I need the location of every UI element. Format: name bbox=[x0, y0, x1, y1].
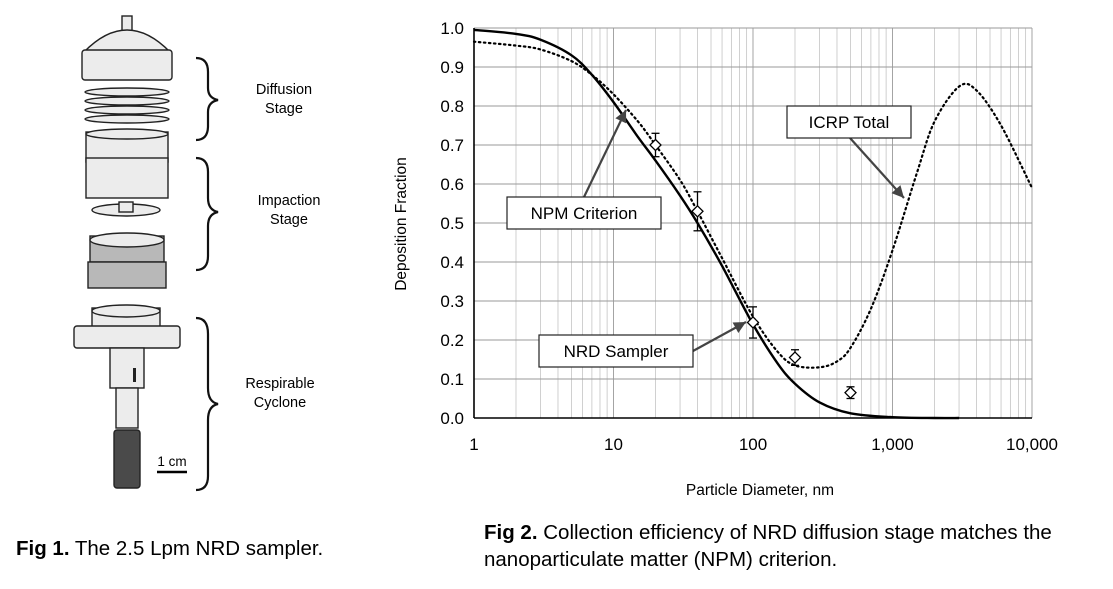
y-tick-label: 1.0 bbox=[440, 19, 464, 38]
data-point-diamond bbox=[649, 138, 662, 152]
chart-markers bbox=[649, 132, 857, 400]
data-point-diamond bbox=[844, 386, 857, 400]
callout-label: NPM Criterion bbox=[531, 204, 638, 223]
data-point-diamond bbox=[691, 204, 704, 218]
callout-arrowhead bbox=[615, 110, 627, 124]
diffusion-screens bbox=[84, 87, 170, 124]
impaction-housing bbox=[85, 157, 169, 199]
impaction-label-1: Impaction bbox=[258, 193, 321, 209]
scale-label: 1 cm bbox=[157, 454, 186, 469]
x-tick-label: 1,000 bbox=[871, 435, 914, 454]
cyclone-label-2: Cyclone bbox=[254, 395, 306, 411]
y-tick-label: 0.5 bbox=[440, 214, 464, 233]
y-tick-label: 0.2 bbox=[440, 331, 464, 350]
y-tick-label: 0.0 bbox=[440, 409, 464, 428]
impaction-brace bbox=[195, 156, 219, 272]
fig1-caption-text: The 2.5 Lpm NRD sampler. bbox=[69, 537, 324, 560]
callout-arrow bbox=[849, 137, 905, 199]
diffusion-cap bbox=[81, 15, 173, 81]
diffusion-label-1: Diffusion bbox=[256, 82, 312, 98]
series-line-icrp-total bbox=[472, 40, 1034, 369]
y-tick-label: 0.7 bbox=[440, 136, 464, 155]
y-tick-label: 0.1 bbox=[440, 370, 464, 389]
fig1-caption: Fig 1. The 2.5 Lpm NRD sampler. bbox=[16, 535, 323, 562]
x-axis-label: Particle Diameter, nm bbox=[686, 482, 834, 499]
y-tick-label: 0.8 bbox=[440, 97, 464, 116]
callout-arrowhead bbox=[732, 322, 746, 334]
fig2-caption-text: Collection efficiency of NRD diffusion s… bbox=[484, 521, 1052, 571]
deposition-chart: 0.0 0.1 0.2 0.3 0.4 0.5 0.6 0.7 0.8 0.9 1.0 1 10 100 1… bbox=[393, 19, 1058, 499]
y-tick-label: 0.3 bbox=[440, 292, 464, 311]
cyclone-body bbox=[73, 304, 181, 489]
impaction-label-2: Stage bbox=[270, 212, 308, 228]
callout-label: NRD Sampler bbox=[564, 342, 669, 361]
diffusion-label-2: Stage bbox=[265, 101, 303, 117]
y-tick-label: 0.6 bbox=[440, 175, 464, 194]
callout-box bbox=[538, 334, 694, 368]
y-axis-label: Deposition Fraction bbox=[393, 157, 410, 291]
callout-box bbox=[786, 105, 912, 139]
data-point-diamond bbox=[788, 351, 802, 364]
sampler-figure: Diffusion Stage Impaction Stage Respirab… bbox=[73, 15, 321, 492]
callout-label: ICRP Total bbox=[809, 113, 890, 132]
cyclone-label-1: Respirable bbox=[245, 376, 314, 392]
callout-arrow bbox=[583, 109, 627, 198]
diffusion-brace bbox=[195, 56, 219, 142]
impaction-cup bbox=[87, 232, 167, 289]
callout-box bbox=[506, 196, 662, 230]
fig1-caption-label: Fig 1. bbox=[16, 537, 70, 560]
y-tick-label: 0.9 bbox=[440, 58, 464, 77]
chart-callouts: NPM Criterion ICRP Total NRD Sampler bbox=[506, 105, 912, 368]
cyclone-brace bbox=[195, 316, 219, 492]
fig2-caption: Fig 2. Collection efficiency of NRD diff… bbox=[484, 519, 1104, 573]
x-tick-label: 10,000 bbox=[1006, 435, 1058, 454]
fig2-caption-label: Fig 2. bbox=[484, 521, 538, 544]
callout-arrowhead bbox=[891, 185, 904, 198]
x-tick-label: 1 bbox=[469, 435, 478, 454]
data-point-diamond bbox=[746, 316, 760, 329]
y-tick-label: 0.4 bbox=[440, 253, 464, 272]
x-tick-label: 100 bbox=[739, 435, 767, 454]
x-tick-label: 10 bbox=[604, 435, 623, 454]
diffusion-ring bbox=[85, 128, 169, 163]
chart-tick-labels: 0.0 0.1 0.2 0.3 0.4 0.5 0.6 0.7 0.8 0.9 1.0 1 10 100 1… bbox=[440, 19, 1058, 454]
impaction-plate bbox=[91, 201, 161, 217]
